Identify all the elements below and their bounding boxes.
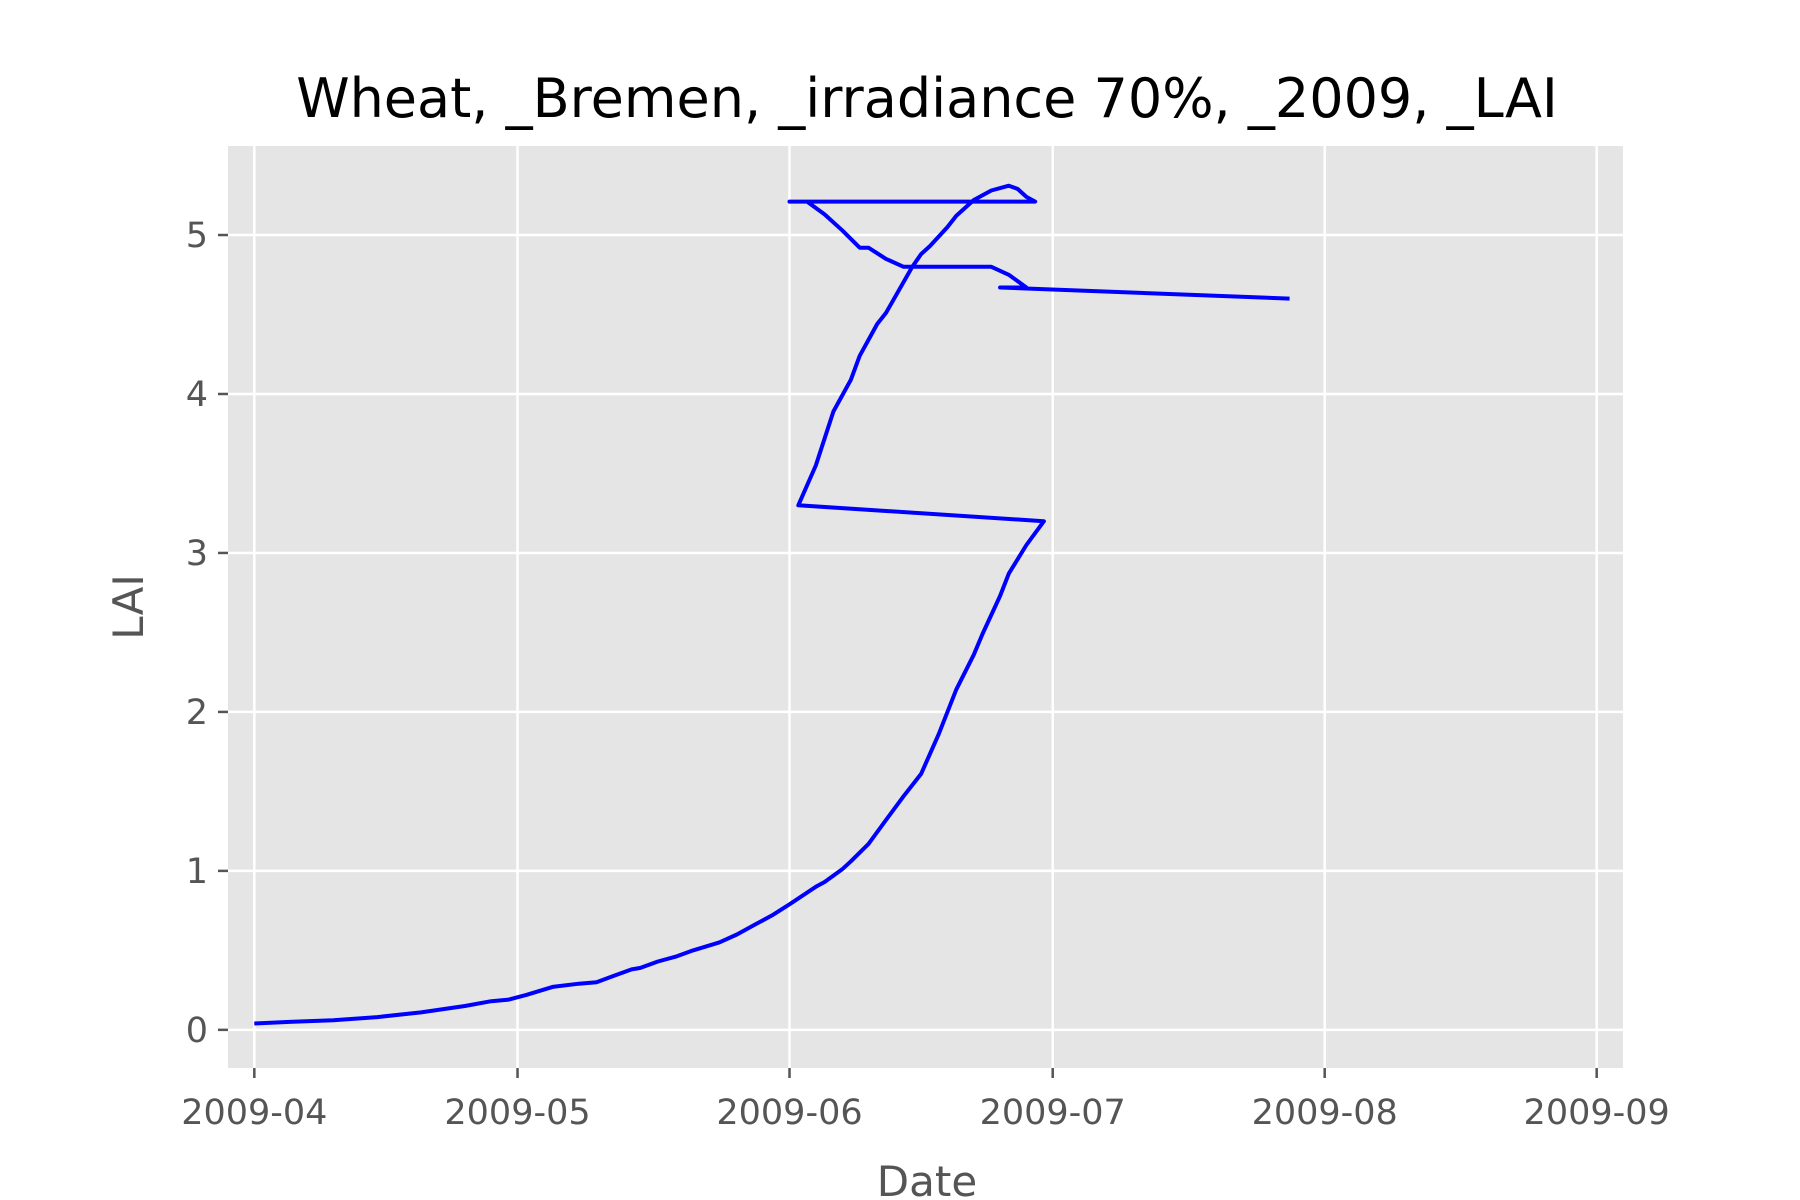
x-tick-label: 2009-06 <box>716 1093 862 1133</box>
y-tick-label: 1 <box>186 852 208 892</box>
x-tick-label: 2009-07 <box>980 1093 1126 1133</box>
x-tick-label: 2009-09 <box>1524 1093 1670 1133</box>
plot-area <box>228 146 1623 1068</box>
x-axis-label: Date <box>877 1157 977 1200</box>
chart-title: Wheat, _Bremen, _irradiance 70%, _2009, … <box>296 67 1558 130</box>
x-tick-label: 2009-04 <box>181 1093 327 1133</box>
y-tick-label: 0 <box>186 1011 208 1051</box>
lai-series-line <box>254 183 1290 1026</box>
grid <box>228 146 1623 1068</box>
axis-ticks: 2009-04 2009-05 2009-06 2009-07 2009-08 2009-… <box>181 216 1670 1133</box>
x-tick-label: 2009-08 <box>1252 1093 1398 1133</box>
y-tick-label: 5 <box>186 216 208 256</box>
y-tick-label: 2 <box>186 693 208 733</box>
y-tick-label: 3 <box>186 534 208 574</box>
x-tick-label: 2009-05 <box>444 1093 590 1133</box>
y-axis-label: LAI <box>104 574 153 639</box>
y-tick-label: 4 <box>186 375 208 415</box>
